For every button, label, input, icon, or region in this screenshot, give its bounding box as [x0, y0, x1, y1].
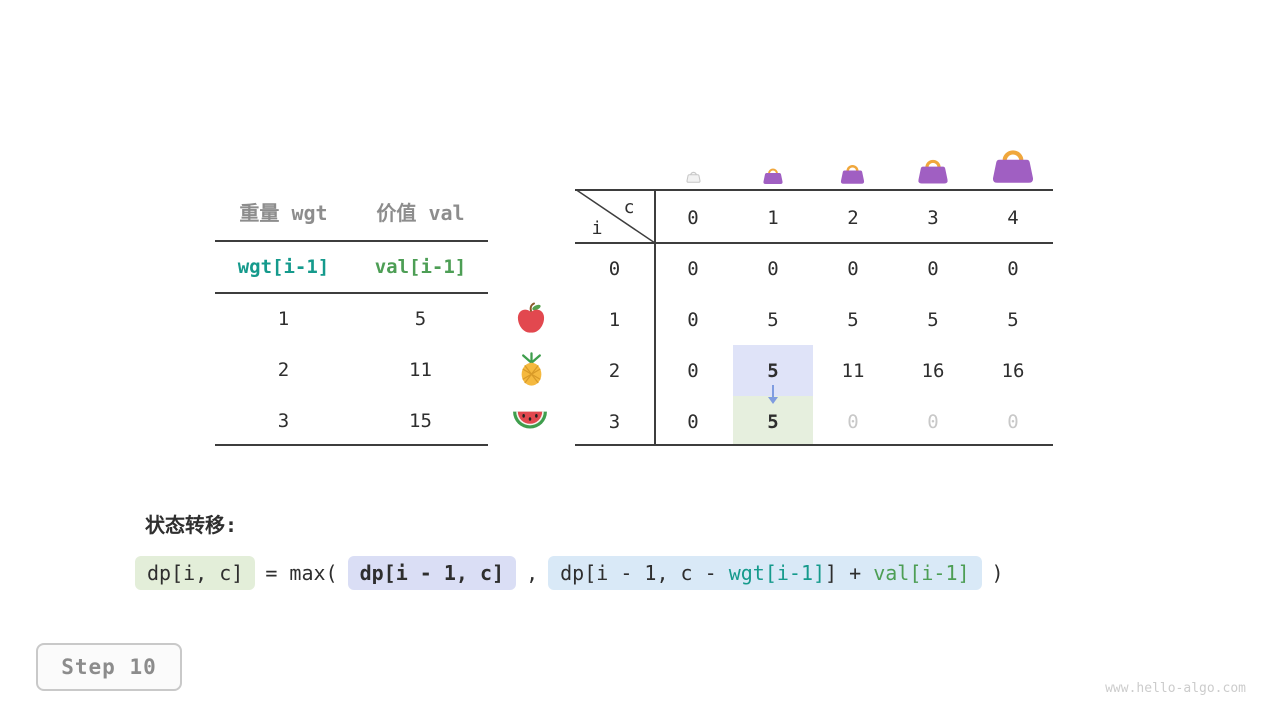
bag-capacity-3-icon	[918, 159, 948, 184]
formula-arg1-chip: dp[i - 1, c]	[347, 556, 517, 590]
dp-cell-r2c4: 16	[1001, 360, 1025, 382]
state-transition-label: 状态转移:	[145, 513, 238, 537]
bag-capacity-0-icon	[686, 171, 701, 183]
dp-cell-r3c4: 0	[1007, 411, 1019, 433]
bag-capacity-2-icon	[840, 165, 865, 184]
dp-row-header-0: 0	[608, 258, 621, 280]
weights-table-header-wgt: 重量 wgt	[239, 201, 328, 225]
weights-table-expr-wgt: wgt[i-1]	[237, 256, 330, 278]
weights-table-expr-val: val[i-1]	[374, 256, 467, 278]
formula-comma: ,	[526, 561, 539, 585]
apple-icon	[517, 302, 545, 333]
watermelon-icon	[513, 411, 547, 429]
dp-cell-r1c2: 5	[847, 309, 859, 331]
dp-table-line-vertical	[654, 189, 656, 445]
formula-equals-max: = max(	[265, 561, 338, 585]
dp-cell-r1c0: 0	[687, 309, 699, 331]
dp-cell-r1c4: 5	[1007, 309, 1019, 331]
dp-cell-r0c4: 0	[1007, 258, 1019, 280]
formula-arg2-chip: dp[i - 1, c - wgt[i-1]] + val[i-1]	[548, 556, 982, 590]
formula-arg2-mid: ] +	[825, 561, 874, 585]
formula-close-paren: )	[991, 561, 1004, 585]
formula-arg2-wgt: wgt[i-1]	[728, 561, 826, 585]
dp-row-header-3: 3	[608, 411, 621, 433]
weights-table-row0-wgt: 1	[277, 308, 290, 330]
dp-cell-r0c3: 0	[927, 258, 939, 280]
dp-corner-row-label: i	[591, 218, 603, 239]
dp-table-corner-diagonal	[575, 189, 655, 243]
dp-cell-r0c2: 0	[847, 258, 859, 280]
weights-table-line-top	[215, 240, 488, 242]
transition-down-arrow-icon	[768, 385, 778, 404]
dp-row-header-2: 2	[608, 360, 621, 382]
dp-cell-r3c1-target: 5	[767, 411, 779, 433]
step-badge-label: Step 10	[61, 655, 157, 679]
watermark: www.hello-algo.com	[1105, 681, 1246, 696]
weights-table-row1-wgt: 2	[277, 359, 290, 381]
weights-table-row0-val: 5	[414, 308, 427, 330]
bag-capacity-4-icon	[992, 150, 1034, 183]
dp-corner-col-label: c	[623, 197, 635, 218]
dp-highlight-target-cell	[733, 396, 813, 446]
dp-col-header-2: 2	[847, 207, 859, 229]
dp-col-header-0: 0	[687, 207, 699, 229]
dp-table-line-header	[575, 242, 1053, 244]
dp-cell-r2c3: 16	[921, 360, 945, 382]
weights-table-header-val: 价值 val	[376, 201, 465, 225]
dp-row-header-1: 1	[608, 309, 621, 331]
dp-cell-r0c1: 0	[767, 258, 779, 280]
dp-cell-r2c2: 11	[841, 360, 865, 382]
dp-cell-r2c1-source: 5	[767, 360, 779, 382]
weights-table-row1-val: 11	[409, 359, 432, 381]
dp-cell-r2c0: 0	[687, 360, 699, 382]
dp-col-header-1: 1	[767, 207, 779, 229]
pineapple-icon	[521, 352, 542, 386]
weights-table-row2-val: 15	[409, 410, 432, 432]
state-transition-formula: dp[i, c] = max( dp[i - 1, c] , dp[i - 1,…	[135, 556, 1004, 590]
step-badge: Step 10	[36, 643, 182, 691]
weights-table-line-mid	[215, 292, 488, 294]
dp-table-line-bottom	[575, 444, 1053, 446]
dp-cell-r0c0: 0	[687, 258, 699, 280]
formula-arg2-val: val[i-1]	[873, 561, 970, 585]
weights-table-line-bottom	[215, 444, 488, 446]
dp-table-line-top	[575, 189, 1053, 191]
formula-arg2-prefix: dp[i - 1, c -	[560, 561, 729, 585]
dp-cell-r3c3: 0	[927, 411, 939, 433]
dp-cell-r1c3: 5	[927, 309, 939, 331]
bag-capacity-1-icon	[763, 168, 783, 184]
dp-col-header-3: 3	[927, 207, 939, 229]
formula-lhs-chip: dp[i, c]	[135, 556, 256, 590]
weights-table-row2-wgt: 3	[277, 410, 290, 432]
dp-cell-r3c0: 0	[687, 411, 699, 433]
dp-cell-r3c2: 0	[847, 411, 859, 433]
dp-cell-r1c1: 5	[767, 309, 779, 331]
dp-col-header-4: 4	[1007, 207, 1019, 229]
